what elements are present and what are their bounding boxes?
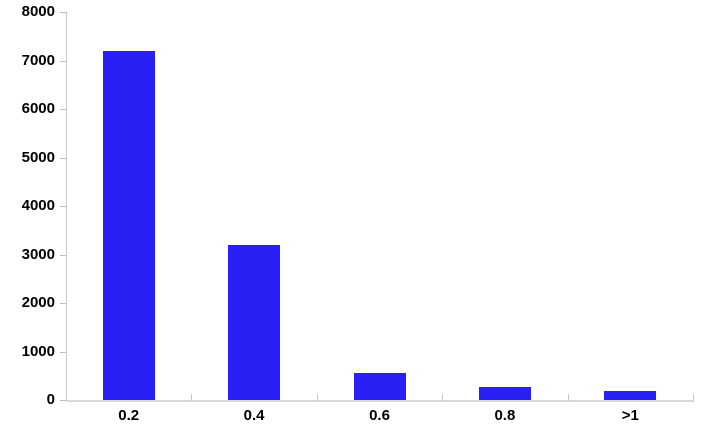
category-axis-tick — [191, 394, 192, 401]
bar — [228, 244, 281, 400]
value-axis-line — [66, 12, 67, 401]
category-axis-tick — [442, 394, 443, 401]
value-axis-label: 6000 — [21, 100, 55, 117]
category-axis-label: >1 — [621, 407, 639, 424]
category-axis-tick — [693, 394, 694, 401]
value-axis-tick — [60, 303, 66, 304]
value-axis-label: 8000 — [21, 3, 55, 20]
value-axis-label: 5000 — [21, 148, 55, 166]
category-axis-tick — [568, 394, 569, 401]
category-axis-line — [66, 400, 694, 402]
category-axis-tick — [317, 394, 318, 401]
value-axis-tick — [60, 12, 66, 13]
category-axis-label: 0.4 — [243, 407, 265, 424]
value-axis-label: 1000 — [21, 342, 55, 360]
value-axis-label: 7000 — [21, 51, 55, 69]
category-axis-tick — [66, 394, 67, 401]
bar — [478, 387, 531, 400]
value-axis-tick — [60, 400, 66, 401]
value-axis-tick — [60, 351, 66, 353]
value-axis-tick — [60, 206, 66, 207]
value-axis-label: 4000 — [21, 197, 55, 214]
category-axis-label: 0.6 — [369, 407, 390, 424]
bar — [604, 391, 657, 400]
value-axis-label: 0 — [46, 391, 55, 408]
bar — [353, 372, 406, 400]
category-axis-label: 0.8 — [494, 407, 516, 424]
value-axis-label: 2000 — [21, 294, 55, 311]
value-axis-label: 3000 — [21, 245, 55, 263]
plot-area — [66, 12, 693, 400]
value-axis-tick — [60, 60, 66, 62]
value-axis-tick — [60, 254, 66, 256]
value-axis-tick — [60, 157, 66, 159]
value-axis-tick — [60, 109, 66, 110]
bar — [102, 50, 155, 400]
category-axis-label: 0.2 — [118, 407, 140, 424]
